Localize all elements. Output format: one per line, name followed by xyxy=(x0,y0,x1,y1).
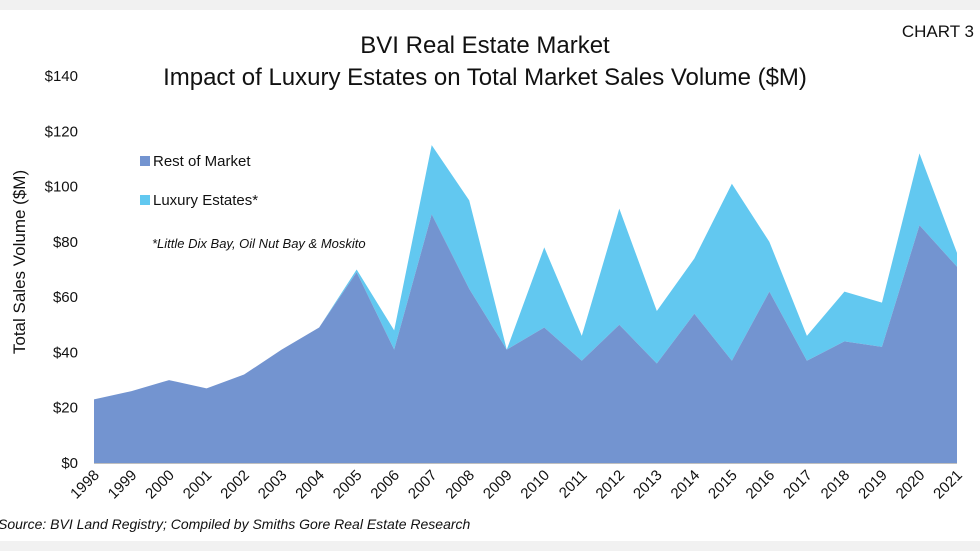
x-tick-label: 2001 xyxy=(180,467,216,503)
legend-label-luxury-estates: Luxury Estates* xyxy=(153,192,258,209)
x-tick-label: 2010 xyxy=(517,467,553,503)
chart-number: CHART 3 xyxy=(901,22,974,41)
x-tick-label: 2002 xyxy=(217,467,253,503)
x-tick-label: 2000 xyxy=(142,467,178,503)
luxury-estates-area xyxy=(94,145,957,400)
legend-swatch-rest-of-market xyxy=(140,156,150,166)
y-tick-label: $40 xyxy=(53,344,78,361)
chart-subtitle: Impact of Luxury Estates on Total Market… xyxy=(163,64,807,91)
y-tick-label: $120 xyxy=(45,123,78,140)
y-tick-label: $80 xyxy=(53,234,78,251)
x-tick-label: 2011 xyxy=(556,467,591,502)
x-tick-label: 2015 xyxy=(705,467,741,503)
x-tick-label: 2008 xyxy=(442,467,478,503)
x-tick-label: 2014 xyxy=(668,467,704,503)
x-tick-label: 2009 xyxy=(480,467,516,503)
y-tick-label: $60 xyxy=(53,289,78,306)
x-tick-label: 2004 xyxy=(292,467,328,503)
bottom-strip xyxy=(0,541,980,551)
source-note: Source: BVI Land Registry; Compiled by S… xyxy=(0,516,471,532)
x-tick-label: 2016 xyxy=(743,467,779,503)
x-tick-label: 2020 xyxy=(893,467,929,503)
y-tick-label: $0 xyxy=(61,455,78,472)
y-tick-label: $140 xyxy=(45,68,78,85)
x-tick-label: 2013 xyxy=(630,467,666,503)
x-tick-label: 2019 xyxy=(855,467,891,503)
top-strip xyxy=(0,0,980,10)
x-tick-label: 1999 xyxy=(105,467,141,503)
y-tick-label: $100 xyxy=(45,179,78,196)
x-tick-label: 2007 xyxy=(405,467,441,503)
x-tick-label: 2017 xyxy=(780,467,816,503)
x-tick-label: 2012 xyxy=(593,467,629,503)
chart-title: BVI Real Estate Market xyxy=(360,32,610,59)
x-tick-label: 2018 xyxy=(818,467,854,503)
x-tick-label: 2021 xyxy=(930,467,966,503)
x-tick-label: 1998 xyxy=(67,467,103,503)
x-tick-label: 2005 xyxy=(330,467,366,503)
legend-footnote: *Little Dix Bay, Oil Nut Bay & Moskito xyxy=(152,236,366,251)
rest-of-market-area xyxy=(94,214,957,463)
x-tick-label: 2003 xyxy=(255,467,291,503)
legend-label-rest-of-market: Rest of Market xyxy=(153,153,251,170)
legend-swatch-luxury-estates xyxy=(140,195,150,205)
y-tick-label: $20 xyxy=(53,400,78,417)
x-tick-label: 2006 xyxy=(367,467,403,503)
